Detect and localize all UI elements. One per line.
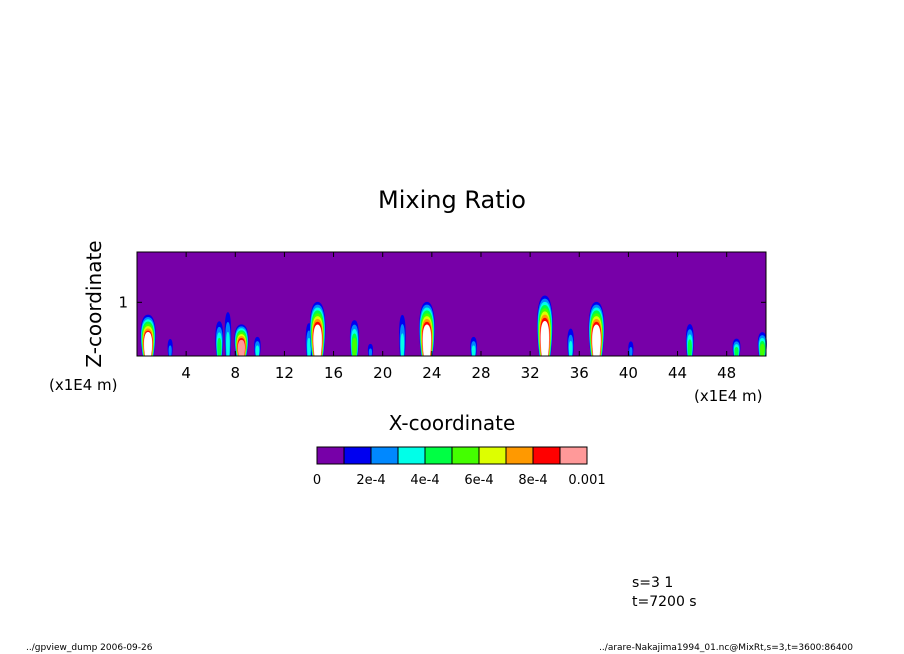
plume-level [734,346,739,356]
colorbar-swatch [505,446,534,465]
x-tick-label: 36 [570,364,589,382]
plume [399,314,406,356]
x-tick-label: 44 [668,364,687,382]
plume [537,295,553,356]
plume-layer [140,295,767,356]
plume-level [760,343,765,356]
plume-level [255,345,260,356]
colorbar-swatch [316,446,345,465]
y-axis-unit: (x1E4 m) [49,376,118,394]
x-tick-label: 20 [373,364,392,382]
plume-level [568,340,573,356]
plume-level [217,337,222,356]
plume [685,324,694,356]
colorbar-labels: 0 2e-4 4e-4 6e-4 8e-4 0.001 [313,473,606,488]
params-line-1: s=3 1 [632,575,673,591]
colorbar [316,446,588,465]
plume-level [237,339,245,356]
colorbar-label: 4e-4 [410,473,439,488]
footer-left-note: ../gpview_dump 2006-09-26 [26,643,153,653]
colorbar-label: 0.001 [568,473,605,488]
plume [167,338,173,356]
colorbar-label: 8e-4 [518,473,547,488]
colorbar-label: 2e-4 [356,473,385,488]
x-tick-label: 40 [619,364,638,382]
plume-level [471,345,476,356]
plume [419,301,435,356]
colorbar-label: 6e-4 [464,473,493,488]
colorbar-swatch [478,446,507,465]
plume-level [687,339,692,356]
x-tick-label: 4 [181,364,191,382]
x-tick-label: 28 [471,364,490,382]
x-axis-ticks: 4 8 12 16 20 24 28 32 36 40 44 48 [181,252,736,382]
colorbar-swatch [424,446,453,465]
footer-right-note: ../arare-Nakajima1994_01.nc@MixRt,s=3,t=… [599,643,853,653]
plume-level [352,337,357,356]
plot-frame [136,251,767,357]
plume [470,336,477,356]
plume [757,332,767,356]
plume-core [592,324,601,356]
plume [215,321,224,356]
colorbar-swatch [370,446,399,465]
x-tick-label: 48 [717,364,736,382]
plume [588,301,605,356]
plume-level [168,345,172,356]
plume [309,301,326,356]
plot-area: 4 8 12 16 20 24 28 32 36 40 44 48 1 [118,251,767,382]
colorbar-swatch [343,446,372,465]
plume-core [540,320,549,356]
y-axis-ticks: 1 [118,293,766,311]
colorbar-swatch [532,446,561,465]
chart-title: Mixing Ratio [378,186,526,214]
colorbar-swatch [451,446,480,465]
x-tick-label: 24 [422,364,441,382]
plume-level [307,337,311,356]
plume [224,312,232,356]
plume [140,314,156,356]
plume-core [144,332,153,356]
y-tick-label: 1 [118,293,128,311]
x-tick-label: 8 [231,364,241,382]
plume-level [400,333,405,356]
plume-core [422,324,432,356]
plume [234,324,249,356]
plume [254,336,261,356]
x-axis-unit: (x1E4 m) [694,387,763,405]
plume-level [226,331,230,356]
plume [567,328,574,356]
plume-level [629,346,633,356]
y-axis-label: Z-coordinate [82,240,106,367]
colorbar-swatch [559,446,588,465]
colorbar-label: 0 [313,473,321,488]
plume [732,338,741,356]
colorbar-swatch [397,446,426,465]
plume-core [313,324,322,356]
x-tick-label: 16 [324,364,343,382]
plume [349,320,359,356]
plume [367,343,373,356]
plume [628,341,634,356]
params-line-2: t=7200 s [632,594,697,610]
x-tick-label: 32 [521,364,540,382]
x-axis-label: X-coordinate [389,411,516,435]
x-tick-label: 12 [275,364,294,382]
plot-background [137,252,766,356]
plume-level [368,348,373,356]
